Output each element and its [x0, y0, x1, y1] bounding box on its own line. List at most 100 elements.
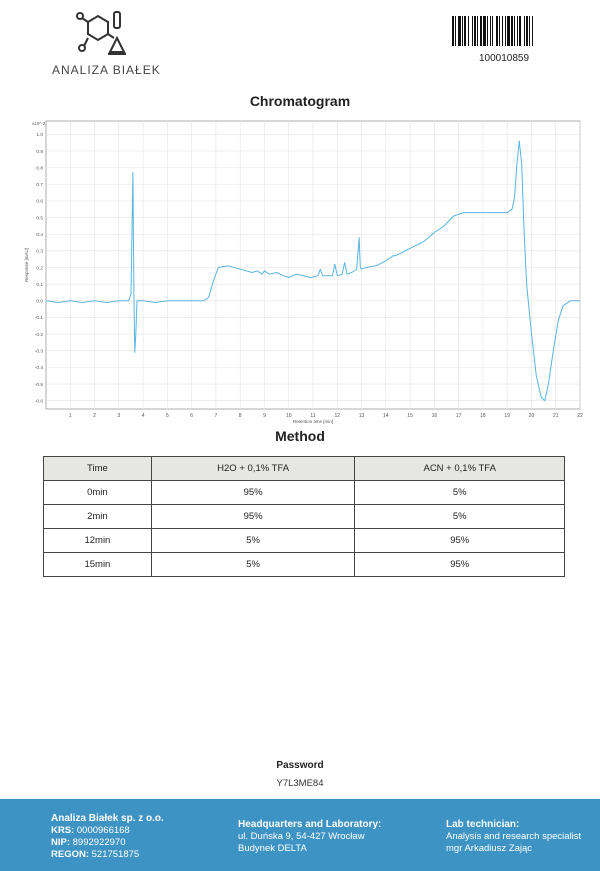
barcode-bar [524, 16, 525, 46]
x-tick-label: 17 [456, 413, 462, 419]
barcode-bar [462, 16, 463, 46]
chart-svg: 1 2 3 4 5 6 7 8 9 10 11 12 13 14 15 16 17 18 19 20 21 22-0.6-… [24, 120, 583, 424]
nip-line: NIP: 8992922970 [51, 837, 164, 849]
x-tick-label: 18 [480, 413, 486, 419]
barcode-bar [480, 16, 482, 46]
x-tick-label: 16 [432, 413, 438, 419]
tech-name: mgr Arkadiusz Zając [446, 843, 533, 854]
method-title: Method [275, 428, 325, 444]
y-scale-note: x10^-2 [32, 121, 46, 126]
header-time: Time [43, 456, 152, 481]
cell-h2o: 5% [150, 552, 356, 577]
hq-address: ul. Duńska 9, 54-427 Wrocław [238, 831, 365, 842]
x-tick-label: 13 [359, 413, 365, 419]
barcode-bar [477, 16, 478, 46]
krs-label: KRS: [51, 825, 75, 836]
nip-value: 8992922970 [72, 837, 126, 848]
y-tick-label: -0.2 [35, 332, 44, 338]
barcode-bar [490, 16, 491, 46]
barcode-bar [492, 16, 493, 46]
krs-line: KRS: 0000966168 [51, 825, 164, 837]
krs-value: 0000966168 [76, 825, 130, 836]
x-tick-label: 12 [334, 413, 340, 419]
table-row: 15min 5% 95% [43, 552, 565, 577]
x-tick-label: 19 [504, 413, 510, 419]
method-table: Time H2O + 0,1% TFA ACN + 0,1% TFA 0min … [43, 456, 565, 577]
y-tick-label: 0.0 [36, 299, 43, 305]
cell-time: 2min [43, 504, 152, 529]
table-row: 2min 95% 5% [43, 504, 565, 529]
regon-label: REGON: [51, 849, 89, 860]
footer-hq: Headquarters and Laboratory: ul. Duńska … [238, 819, 381, 855]
cell-time: 12min [43, 528, 152, 553]
y-tick-label: 0.6 [36, 199, 43, 205]
barcode-bar [464, 16, 466, 46]
chromatogram-chart: 1 2 3 4 5 6 7 8 9 10 11 12 13 14 15 16 17 18 19 20 21 22 -0.6-… [20, 115, 586, 425]
tech-title: Lab technician: [446, 819, 520, 830]
x-tick-label: 8 [239, 413, 242, 419]
regon-value: 521751875 [91, 849, 140, 860]
x-tick-label: 9 [263, 413, 266, 419]
barcode-bar [526, 16, 528, 46]
cell-h2o: 95% [150, 504, 356, 529]
barcode-bar [472, 16, 473, 46]
x-tick-label: 3 [117, 413, 120, 419]
nip-label: NIP: [51, 837, 70, 848]
cell-acn: 5% [354, 504, 565, 529]
company-logo: ANALIZA BIAŁEK [48, 8, 163, 78]
y-tick-label: 0.7 [36, 182, 43, 188]
y-tick-label: -0.6 [35, 398, 44, 404]
y-axis-label: Response [mAU] [24, 248, 29, 282]
barcode-bar [514, 16, 515, 46]
x-tick-label: 10 [286, 413, 292, 419]
password-value: Y7L3ME84 [276, 778, 324, 789]
x-tick-label: 7 [215, 413, 218, 419]
barcode-number: 100010859 [478, 53, 530, 64]
barcode-bar [529, 16, 530, 46]
y-tick-label: 0.2 [36, 265, 43, 271]
barcode-bar [468, 16, 469, 46]
barcode-bar [496, 16, 498, 46]
barcode-bar [483, 16, 486, 46]
cell-time: 0min [43, 480, 152, 505]
barcode-bar [474, 16, 476, 46]
x-tick-label: 1 [69, 413, 72, 419]
barcode-bar [452, 16, 454, 46]
cell-acn: 95% [354, 552, 565, 577]
y-tick-label: 0.9 [36, 149, 43, 155]
footer-company: Analiza Białek sp. z o.o. KRS: 000096616… [51, 813, 164, 861]
cell-acn: 5% [354, 480, 565, 505]
table-row: 12min 5% 95% [43, 528, 565, 553]
barcode-bar [455, 16, 456, 46]
x-tick-label: 22 [577, 413, 583, 419]
y-tick-label: 0.3 [36, 249, 43, 255]
y-tick-label: -0.5 [35, 382, 44, 388]
molecule-flask-icon [76, 11, 126, 55]
barcode-bar [519, 16, 521, 46]
y-tick-label: -0.4 [35, 365, 44, 371]
barcode-bar [458, 16, 461, 46]
tech-role: Analysis and research specialist [446, 831, 582, 842]
x-tick-label: 14 [383, 413, 389, 419]
company-name: Analiza Białek sp. z o.o. [51, 813, 164, 824]
y-tick-label: 0.4 [36, 232, 43, 238]
barcode [452, 16, 533, 46]
footer-technician: Lab technician: Analysis and research sp… [446, 819, 581, 855]
x-tick-label: 5 [166, 413, 169, 419]
y-tick-label: -0.3 [35, 349, 44, 355]
hq-title: Headquarters and Laboratory: [238, 819, 382, 830]
table-row: 0min 95% 5% [43, 480, 565, 505]
y-tick-label: 0.1 [36, 282, 43, 288]
x-tick-label: 20 [529, 413, 535, 419]
chromatogram-title: Chromatogram [249, 93, 351, 109]
barcode-bar [499, 16, 500, 46]
barcode-bar [532, 16, 533, 46]
y-tick-label: -0.1 [35, 315, 44, 321]
chromatogram-trace [45, 140, 580, 402]
barcode-bar [517, 16, 518, 46]
x-tick-label: 11 [310, 413, 315, 419]
barcode-bar [487, 16, 488, 46]
cell-acn: 95% [354, 528, 565, 553]
cell-time: 15min [43, 552, 152, 577]
barcode-bar [507, 16, 510, 46]
